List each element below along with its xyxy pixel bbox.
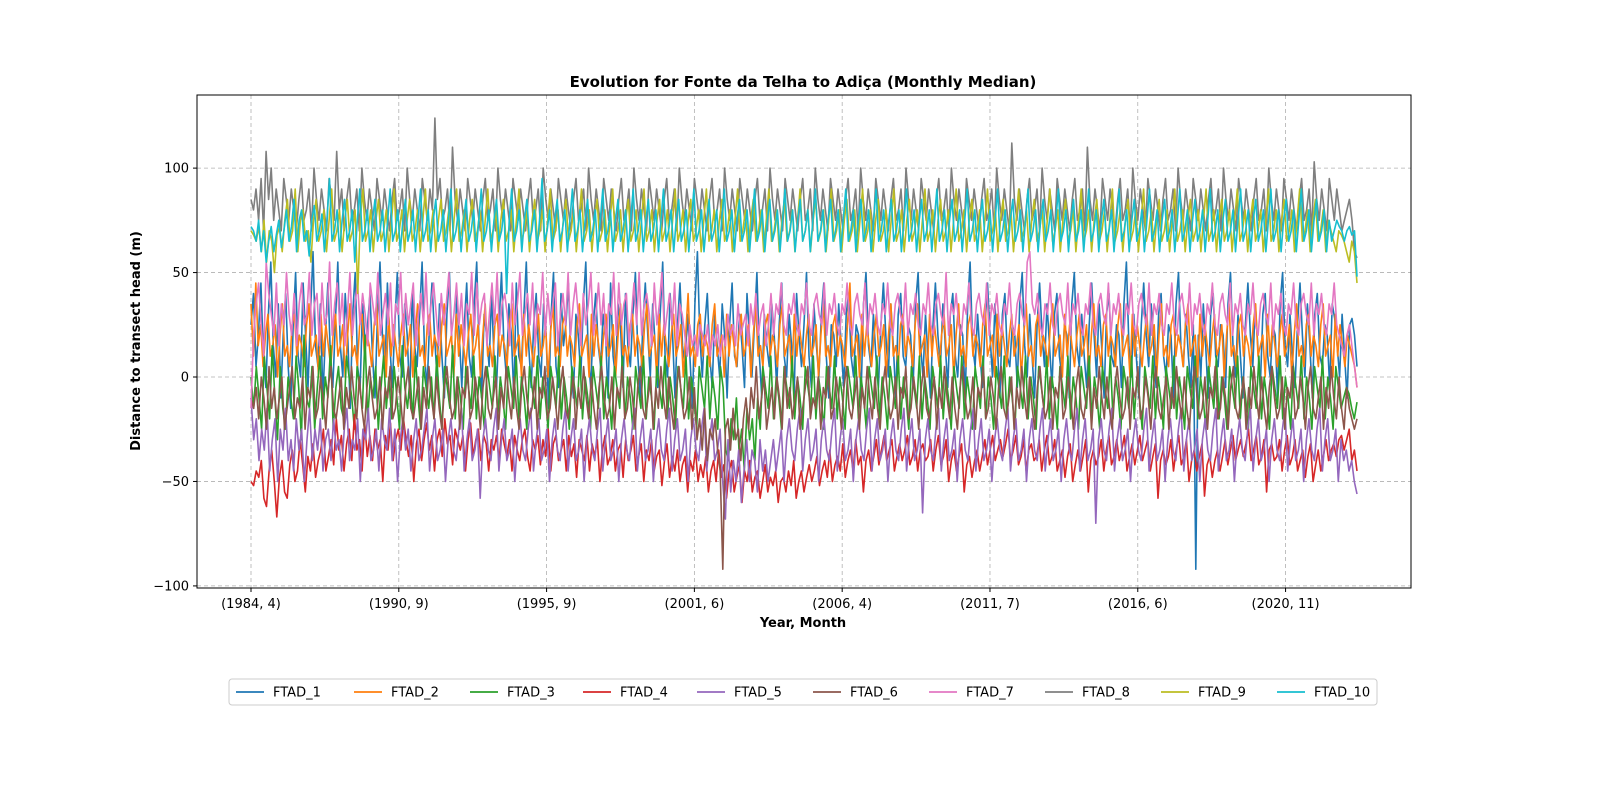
y-tick-label: −100 <box>153 579 189 594</box>
series-lines <box>250 117 1358 570</box>
x-tick-label: (2020, 11) <box>1252 597 1320 612</box>
series-line-ftad-6 <box>250 365 1358 570</box>
legend-label: FTAD_2 <box>391 686 439 701</box>
legend-label: FTAD_9 <box>1198 686 1246 701</box>
y-tick-label: 50 <box>172 266 189 281</box>
x-axis: (1984, 4) (1990, 9) (1995, 9) (2001, 6) (200… <box>221 588 1320 612</box>
legend-label: FTAD_3 <box>507 686 555 701</box>
legend: FTAD_1 FTAD_2 FTAD_3 FTAD_4 FTAD_5 FTAD_6 FTAD… <box>228 678 1378 706</box>
series-line-ftad-10 <box>250 177 1358 295</box>
x-tick-label: (2016, 6) <box>1108 597 1168 612</box>
y-axis: 100 50 0 −50 −100 <box>153 162 197 594</box>
x-tick-label: (1995, 9) <box>517 597 577 612</box>
legend-items: FTAD_1 FTAD_2 FTAD_3 FTAD_4 FTAD_5 FTAD_6 FTAD… <box>236 686 1370 701</box>
legend-label: FTAD_4 <box>620 686 668 701</box>
legend-label: FTAD_5 <box>734 686 782 701</box>
y-tick-label: −50 <box>162 475 189 490</box>
x-tick-label: (2011, 7) <box>960 597 1020 612</box>
legend-label: FTAD_10 <box>1314 686 1370 701</box>
y-tick-label: 100 <box>164 162 189 177</box>
series-line-ftad-2 <box>250 282 1358 388</box>
x-axis-label: Year, Month <box>759 616 846 631</box>
legend-label: FTAD_1 <box>273 686 321 701</box>
x-tick-label: (1984, 4) <box>221 597 281 612</box>
chart-title: Evolution for Fonte da Telha to Adiça (M… <box>570 73 1037 91</box>
legend-label: FTAD_6 <box>850 686 898 701</box>
y-axis-label: Distance to transect head (m) <box>129 231 144 451</box>
x-tick-label: (2001, 6) <box>665 597 725 612</box>
series-line-ftad-8 <box>250 117 1358 259</box>
series-line-ftad-5 <box>250 397 1358 524</box>
x-tick-label: (1990, 9) <box>369 597 429 612</box>
series-line-ftad-4 <box>250 413 1358 518</box>
legend-label: FTAD_7 <box>966 686 1014 701</box>
legend-label: FTAD_8 <box>1082 686 1130 701</box>
y-tick-label: 0 <box>181 371 189 386</box>
x-tick-label: (2006, 4) <box>812 597 872 612</box>
legend-frame <box>228 678 1378 706</box>
series-line-ftad-7 <box>250 250 1358 409</box>
plot-area-frame <box>196 94 1412 589</box>
